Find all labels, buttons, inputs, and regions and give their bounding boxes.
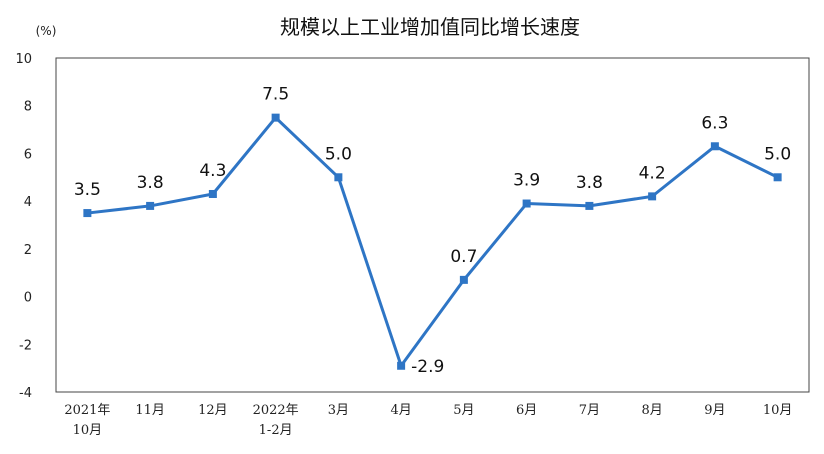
data-label: 4.2 [639,163,666,183]
data-label: 7.5 [262,85,289,105]
x-tick-label: 9月 [704,403,725,418]
y-tick-label: -4 [19,386,32,401]
data-label: 3.5 [74,180,101,200]
data-point [648,192,657,201]
data-point [146,201,155,210]
x-tick-label: 6月 [516,403,537,418]
x-tick-label: 12月 [198,403,228,418]
data-label: -2.9 [411,357,444,377]
data-point [271,113,280,122]
x-tick-label: 2022年 1-2月 [253,403,299,438]
x-tick-label: 4月 [390,403,411,418]
y-tick-label: 0 [24,291,32,306]
data-label: 0.7 [450,247,477,267]
data-point [773,173,782,182]
data-label: 5.0 [325,144,352,164]
x-tick-label: 2021年 10月 [64,403,110,438]
data-label: 6.3 [701,113,728,133]
x-tick-label: 11月 [135,403,165,418]
series-line [87,116,779,368]
data-label: 3.8 [576,173,603,193]
data-point [83,209,92,218]
y-axis-unit: (%) [36,24,57,38]
data-point [459,275,468,284]
data-label: 5.0 [764,144,791,164]
data-label: 3.9 [513,171,540,191]
data-label: 4.3 [199,161,226,181]
x-tick-label: 7月 [579,403,600,418]
y-axis: -4 -2 0 2 4 6 8 10 [15,52,32,401]
x-axis: 2021年 10月 11月 12月 2022年 1-2月 3月 4月 5月 6月 7月 8月 9月 10月 [64,403,792,438]
data-label: 3.8 [137,173,164,193]
y-tick-label: 4 [24,195,32,210]
data-labels: 3.5 3.8 4.3 7.5 5.0 -2.9 0.7 3.9 3.8 4.2 6.3 5.0 [74,85,791,377]
data-point [208,189,217,198]
y-tick-label: -2 [19,338,32,353]
data-point [522,199,531,208]
series-markers [83,113,782,370]
data-point [585,201,594,210]
plot-frame [55,57,810,393]
x-tick-label: 3月 [328,403,349,418]
data-point [710,142,719,151]
y-tick-label: 2 [24,243,32,258]
data-point [334,173,343,182]
chart-title: 规模以上工业增加值同比增长速度 [280,15,580,39]
y-tick-label: 8 [24,100,32,115]
x-tick-label: 5月 [453,403,474,418]
x-tick-label: 8月 [641,403,662,418]
y-tick-label: 10 [15,52,32,67]
x-tick-label: 10月 [763,403,793,418]
y-tick-label: 6 [24,147,32,162]
data-point [397,361,406,370]
